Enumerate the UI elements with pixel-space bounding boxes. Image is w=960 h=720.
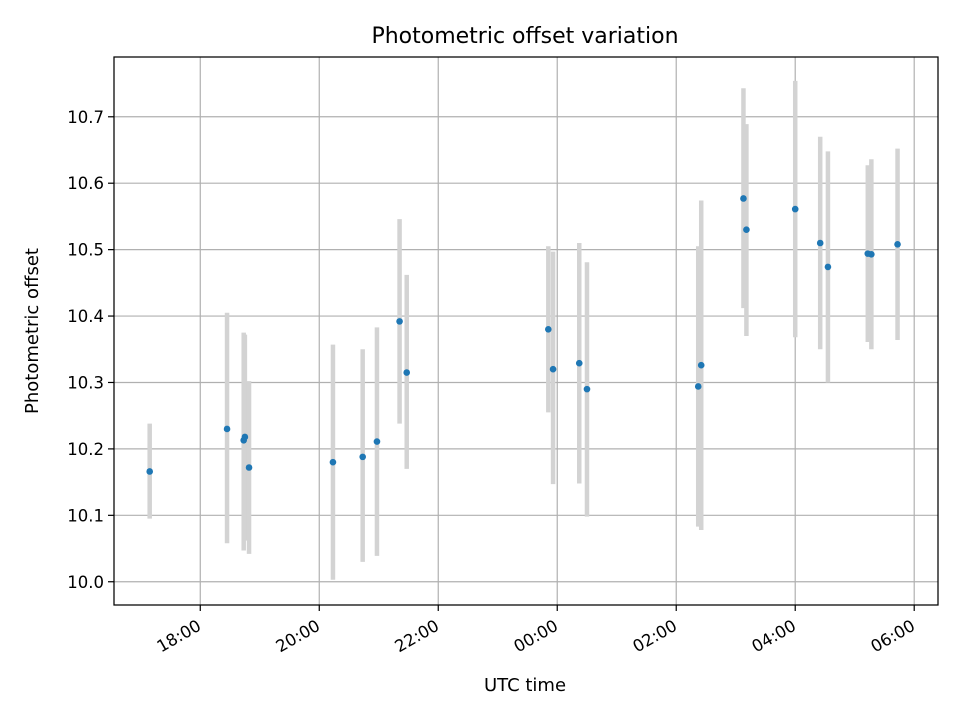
data-point: [545, 326, 552, 333]
data-point: [223, 425, 231, 433]
plot-frame: [113, 56, 939, 606]
data-point: [743, 226, 750, 234]
data-point: [373, 438, 381, 445]
data-points: [146, 195, 901, 475]
data-point: [575, 359, 583, 367]
y-axis-label: Photometric offset: [22, 248, 43, 414]
data-point: [245, 464, 253, 471]
data-point: [740, 195, 747, 202]
y-tick-label: 10.0: [67, 573, 104, 592]
data-point: [868, 250, 875, 258]
y-tick-label: 10.7: [67, 108, 104, 127]
y-tick-label: 10.6: [67, 174, 104, 193]
y-tick-label: 10.2: [67, 440, 104, 459]
y-tick-label: 10.3: [67, 373, 104, 392]
y-axis-ticks: 10.0 10.1 10.2 10.3 10.4 10.5 10.6 10.7: [67, 108, 114, 592]
data-point: [359, 453, 366, 461]
x-axis-label: UTC time: [484, 675, 566, 696]
data-point: [816, 239, 824, 247]
y-tick-label: 10.1: [67, 506, 104, 525]
y-tick-label: 10.4: [67, 307, 104, 326]
data-point: [583, 385, 591, 393]
data-point: [894, 241, 901, 248]
plot-area: [114, 57, 938, 605]
data-point: [403, 369, 411, 376]
grid: [114, 57, 938, 605]
data-point: [791, 205, 799, 213]
chart-title: Photometric offset variation: [371, 24, 678, 49]
data-point: [396, 318, 403, 325]
data-point: [824, 263, 832, 271]
data-point: [697, 361, 705, 369]
data-point: [241, 433, 249, 441]
data-point: [146, 468, 153, 475]
data-point: [694, 383, 702, 390]
data-point: [329, 458, 337, 466]
y-tick-label: 10.5: [67, 241, 104, 260]
data-point: [549, 365, 557, 373]
